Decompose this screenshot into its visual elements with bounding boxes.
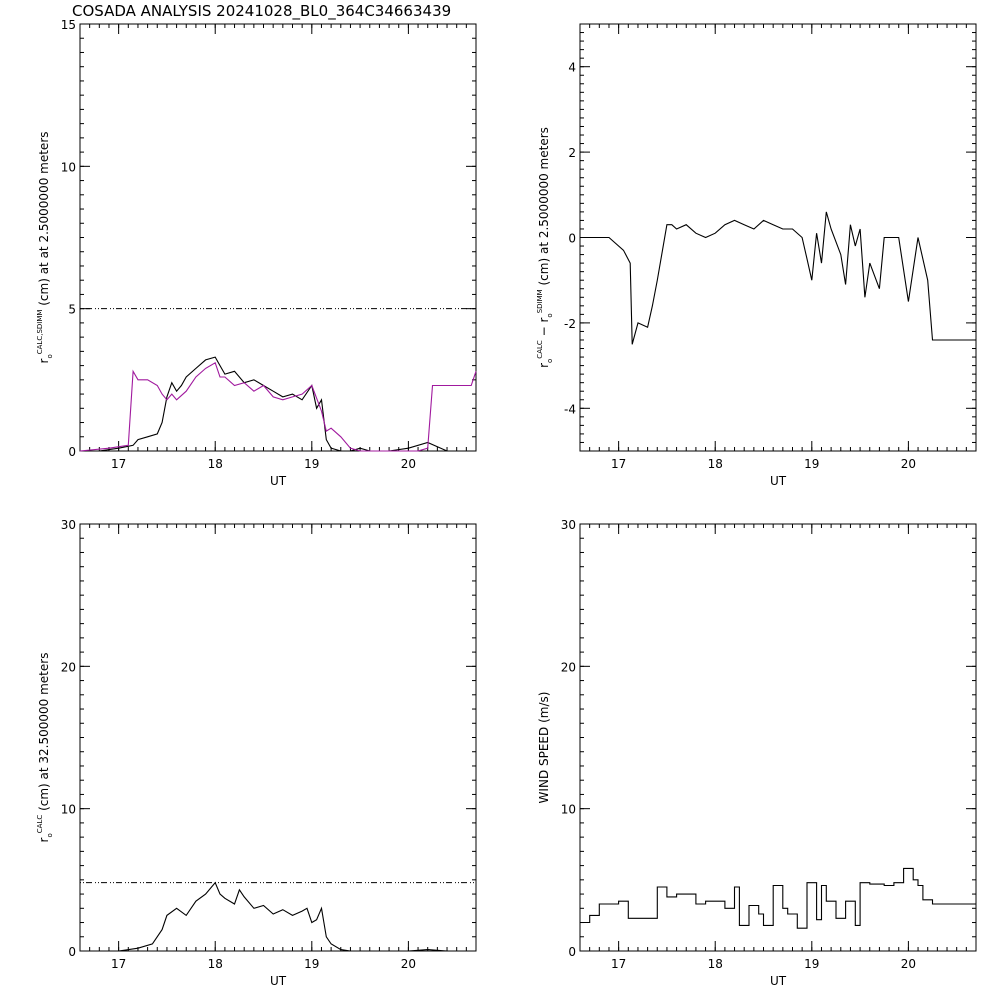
plot-frame	[79, 23, 477, 452]
y-axis-label-part: o	[546, 313, 554, 317]
x-axis-label: UT	[270, 974, 287, 988]
x-tick-label: 20	[401, 457, 416, 471]
chart-panel-1: 17 18 19 20 UT 0 5 10 15 roCALC,SDIMM (cm) at at …	[36, 18, 477, 488]
plot-frame	[79, 523, 477, 952]
x-tick-label: 18	[708, 457, 723, 471]
series-line-1	[580, 867, 976, 929]
y-axis-label: roCALC (cm) at 32.500000 meters	[36, 653, 54, 843]
x-tick-label: 19	[804, 457, 819, 471]
y-axis-label: WIND SPEED (m/s)	[537, 692, 551, 804]
series-line-1	[80, 356, 476, 452]
x-axis-label: UT	[770, 474, 787, 488]
y-tick-label: 0	[68, 445, 76, 459]
x-tick-label: 20	[901, 957, 916, 971]
x-tick-label: 17	[611, 457, 626, 471]
x-tick-label: 18	[708, 957, 723, 971]
y-axis-label-part: o	[546, 359, 554, 363]
y-axis-label-part: r	[37, 837, 51, 842]
y-axis-label-part: − r	[537, 318, 551, 341]
series-line-1	[580, 211, 976, 345]
chart-panel-3: 17 18 19 20 UT 0 10 20 30 roCALC (cm) at 32.50000…	[36, 518, 477, 988]
y-tick-label: 30	[61, 518, 76, 532]
y-tick-label: 0	[568, 945, 576, 959]
x-tick-label: 19	[304, 957, 319, 971]
x-tick-label: 18	[208, 457, 223, 471]
y-tick-label: 10	[61, 803, 76, 817]
x-tick-label: 17	[611, 957, 626, 971]
y-tick-label: 10	[561, 803, 576, 817]
y-axis-label-part: r	[37, 358, 51, 363]
y-tick-label: 5	[68, 303, 76, 317]
page-title: COSADA ANALYSIS 20241028_BL0_364C3466343…	[72, 2, 452, 20]
y-tick-label: 0	[568, 232, 576, 246]
y-axis-label-part: SDIMM	[536, 289, 544, 313]
y-tick-label: -4	[564, 402, 576, 416]
y-tick-label: 30	[561, 518, 576, 532]
x-tick-label: 20	[401, 957, 416, 971]
x-tick-label: 19	[304, 457, 319, 471]
y-axis-label-part: CALC	[536, 340, 544, 359]
y-axis-label-part: (cm) at at 2.5000000 meters	[37, 132, 51, 310]
y-tick-label: 20	[61, 660, 76, 674]
y-tick-label: 2	[568, 146, 576, 160]
x-axis-label: UT	[770, 974, 787, 988]
x-axis-label: UT	[270, 474, 287, 488]
y-tick-label: 20	[561, 660, 576, 674]
y-tick-label: -2	[564, 317, 576, 331]
y-axis-label-part: o	[46, 354, 54, 358]
y-tick-label: 4	[568, 61, 576, 75]
x-tick-label: 17	[111, 457, 126, 471]
y-axis-label-part: (cm) at 2.5000000 meters	[537, 127, 551, 289]
y-axis-label-part: o	[46, 833, 54, 837]
y-axis-label-part: (cm) at 32.500000 meters	[37, 653, 51, 815]
y-tick-label: 0	[68, 945, 76, 959]
y-axis-label-part: CALC,SDIMM	[36, 310, 44, 355]
series-line-2	[79, 361, 477, 452]
chart-panel-4: 17 18 19 20 UT 0 10 20 30 WIND SPEED (m/s)	[537, 518, 977, 988]
plot-frame	[579, 23, 977, 452]
y-tick-label: 10	[61, 160, 76, 174]
plot-frame	[579, 523, 977, 952]
y-axis-label: roCALC − roSDIMM (cm) at 2.5000000 meter…	[536, 127, 554, 368]
x-tick-label: 17	[111, 957, 126, 971]
y-axis-label: roCALC,SDIMM (cm) at at 2.5000000 meters	[36, 132, 54, 364]
series-line-1	[80, 881, 476, 952]
x-tick-label: 19	[804, 957, 819, 971]
y-tick-label: 15	[61, 18, 76, 32]
y-axis-label-part: r	[537, 363, 551, 368]
x-tick-label: 18	[208, 957, 223, 971]
x-tick-label: 20	[901, 457, 916, 471]
y-axis-label-part: CALC	[36, 815, 44, 834]
